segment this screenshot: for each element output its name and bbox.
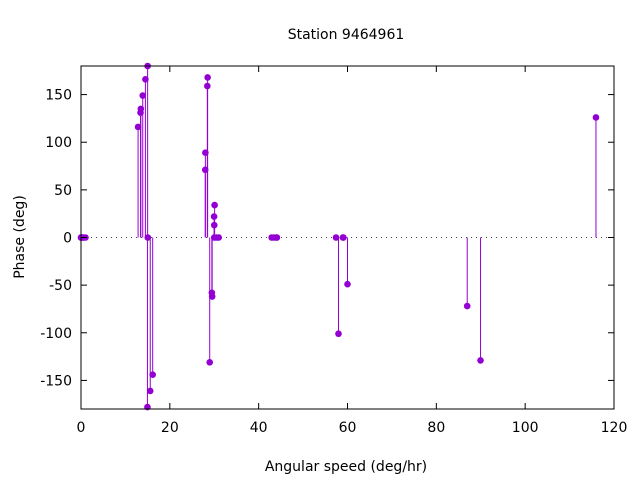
data-point [204,74,211,81]
data-point [146,387,154,395]
data-point [134,123,142,131]
y-tick-label: 0 [63,231,72,247]
x-tick-label: 80 [427,420,445,436]
data-point [215,234,222,241]
x-tick-label: 20 [161,420,179,436]
data-point [142,76,149,83]
x-tick-label: 100 [512,420,539,436]
data-point [208,293,216,300]
y-tick-label: -50 [49,278,72,294]
data-point [273,234,281,241]
data-point [149,371,156,379]
y-tick-label: 50 [54,183,72,199]
data-point [335,330,342,338]
y-axis-label: Phase (deg) [12,195,28,279]
data-point [210,213,218,220]
data-point [201,166,209,174]
data-point [144,234,152,241]
chart-title: Station 9464961 [288,27,405,43]
x-tick-label: 40 [250,420,268,436]
x-tick-label: 0 [77,420,86,436]
data-point [137,105,145,113]
data-point [463,302,471,310]
data-point [210,221,218,229]
y-tick-label: 150 [45,88,72,104]
data-point [477,357,484,364]
x-axis-label: Angular speed (deg/hr) [265,459,427,475]
data-point [211,201,218,209]
x-tick-label: 120 [601,420,628,436]
x-tick-label: 60 [339,420,357,436]
data-point [592,114,600,121]
data-point [202,149,209,157]
data-point [344,280,351,288]
data-point [204,82,211,90]
data-point [340,234,347,241]
data-point [139,92,147,99]
y-tick-label: 100 [45,135,72,151]
y-tick-label: -150 [40,373,72,389]
y-tick-label: -100 [40,326,72,342]
data-point [332,234,340,241]
data-point [206,359,214,366]
